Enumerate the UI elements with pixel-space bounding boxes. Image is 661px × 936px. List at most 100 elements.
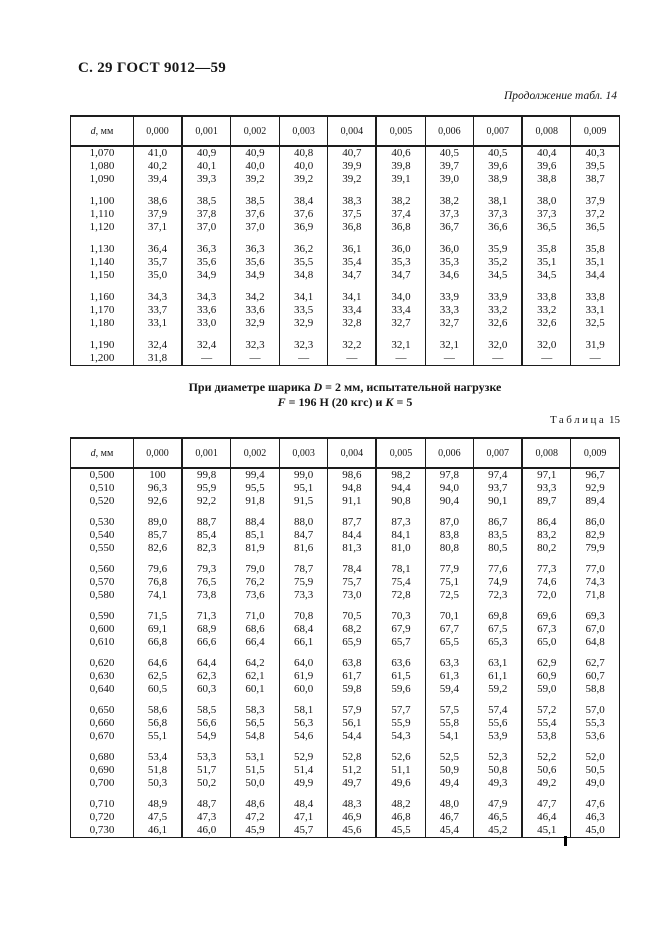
value-cell: 66,4 [230, 636, 280, 649]
value-cell: 57,0 [570, 696, 620, 717]
value-cell: 74,9 [473, 576, 523, 589]
value-cell: 52,6 [375, 743, 426, 764]
value-cell: 32,1 [424, 330, 474, 352]
value-cell: 33,1 [570, 304, 620, 317]
value-cell: 40,5 [473, 146, 523, 160]
column-header: 0,005 [375, 438, 426, 469]
value-cell: 70,5 [327, 602, 377, 623]
value-cell: 51,7 [181, 764, 231, 777]
value-cell: 71,8 [570, 589, 620, 602]
value-cell: 32,3 [278, 330, 328, 352]
table-row: 0,520 92,6 92,2 91,8 91,5 91,1 90,8 90,4 90,1 89,… [71, 495, 620, 508]
value-cell: 56,1 [327, 717, 377, 730]
value-cell: 45,7 [278, 824, 328, 838]
value-cell: 32,5 [570, 317, 620, 330]
value-cell: 66,1 [278, 636, 328, 649]
value-cell: 81,0 [375, 542, 426, 555]
value-cell: 87,0 [424, 508, 474, 529]
value-cell: 34,7 [327, 269, 377, 282]
value-cell: 76,5 [181, 576, 231, 589]
value-cell: 52,5 [424, 743, 474, 764]
diameter-cell: 0,730 [89, 824, 115, 836]
value-cell: 90,1 [473, 495, 523, 508]
diameter-cell: 0,590 [89, 610, 115, 622]
value-cell: 72,8 [375, 589, 426, 602]
value-cell: 34,3 [133, 282, 183, 304]
value-cell: 82,6 [133, 542, 183, 555]
value-cell: 70,1 [424, 602, 474, 623]
table-row: 0,570 76,8 76,5 76,2 75,9 75,7 75,4 75,1 74,9 74,… [71, 576, 620, 589]
table-row: 1,150 35,0 34,9 34,9 34,8 34,7 34,7 34,6 34,5 34,… [71, 269, 620, 282]
hardness-table-15: d, мм 0,000 0,001 0,002 0,003 0,004 0,005 0,006… [70, 437, 620, 838]
value-cell: 50,8 [473, 764, 523, 777]
value-cell: 37,9 [133, 208, 183, 221]
column-header: 0,003 [278, 116, 328, 147]
value-cell: 75,4 [375, 576, 426, 589]
value-cell: 51,4 [278, 764, 328, 777]
value-cell: 60,1 [230, 683, 280, 696]
value-cell: 81,3 [327, 542, 377, 555]
table-row: 0,600 69,1 68,9 68,6 68,4 68,2 67,9 67,7 67,5 67,… [71, 623, 620, 636]
value-cell: 52,3 [473, 743, 523, 764]
value-cell: 40,5 [424, 146, 474, 160]
diameter-cell: 1,200 [89, 352, 115, 364]
value-cell: 37,0 [230, 221, 280, 234]
value-cell: 35,9 [473, 234, 523, 256]
value-cell: 99,4 [230, 468, 280, 482]
value-cell: 53,3 [181, 743, 231, 764]
value-cell: 79,0 [230, 555, 280, 576]
value-cell: 33,4 [327, 304, 377, 317]
value-cell: 71,5 [133, 602, 183, 623]
value-cell: 33,8 [521, 282, 571, 304]
value-cell: 52,0 [570, 743, 620, 764]
value-cell: 95,1 [278, 482, 328, 495]
value-cell: 35,7 [133, 256, 183, 269]
value-cell: 38,9 [473, 173, 523, 186]
value-cell: 33,9 [424, 282, 474, 304]
value-cell: 58,8 [570, 683, 620, 696]
value-cell: 52,8 [327, 743, 377, 764]
value-cell: 75,1 [424, 576, 474, 589]
value-cell: 49,6 [375, 777, 426, 790]
value-cell: 39,8 [375, 160, 426, 173]
value-cell: 53,9 [473, 730, 523, 743]
value-cell: 72,3 [473, 589, 523, 602]
value-cell: 32,6 [521, 317, 571, 330]
value-cell: 85,1 [230, 529, 280, 542]
value-cell: 89,7 [521, 495, 571, 508]
diameter-cell: 0,570 [89, 576, 115, 588]
value-cell: 38,5 [181, 186, 231, 208]
value-cell: 53,6 [570, 730, 620, 743]
diameter-cell: 1,170 [89, 304, 115, 316]
diameter-cell: 0,620 [89, 657, 115, 669]
column-header: 0,003 [278, 438, 328, 469]
value-cell: 74,6 [521, 576, 571, 589]
value-cell: 81,9 [230, 542, 280, 555]
value-cell: 53,8 [521, 730, 571, 743]
value-cell: 69,8 [473, 602, 523, 623]
value-cell: 88,0 [278, 508, 328, 529]
value-cell: 57,9 [327, 696, 377, 717]
value-cell: 65,0 [521, 636, 571, 649]
diameter-cell: 0,510 [89, 482, 115, 494]
table-row: 0,530 89,0 88,7 88,4 88,0 87,7 87,3 87,0 86,7 86,… [71, 508, 620, 529]
table-row: 0,720 47,5 47,3 47,2 47,1 46,9 46,8 46,7 46,5 46,… [71, 811, 620, 824]
value-cell: 83,5 [473, 529, 523, 542]
value-cell: 85,7 [133, 529, 183, 542]
value-cell: 35,4 [327, 256, 377, 269]
value-cell: 60,0 [278, 683, 328, 696]
value-cell: 37,2 [570, 208, 620, 221]
value-cell: 33,2 [473, 304, 523, 317]
value-cell: 47,2 [230, 811, 280, 824]
value-cell: 39,1 [375, 173, 426, 186]
value-cell: 34,9 [230, 269, 280, 282]
value-cell: 49,9 [278, 777, 328, 790]
value-cell: 34,5 [521, 269, 571, 282]
value-cell: 73,3 [278, 589, 328, 602]
value-cell: 62,5 [133, 670, 183, 683]
diameter-column-header: d, мм [70, 438, 134, 469]
value-cell: 39,6 [473, 160, 523, 173]
diameter-cell: 0,500 [89, 469, 115, 481]
value-cell: 33,3 [424, 304, 474, 317]
value-cell: 36,0 [375, 234, 426, 256]
